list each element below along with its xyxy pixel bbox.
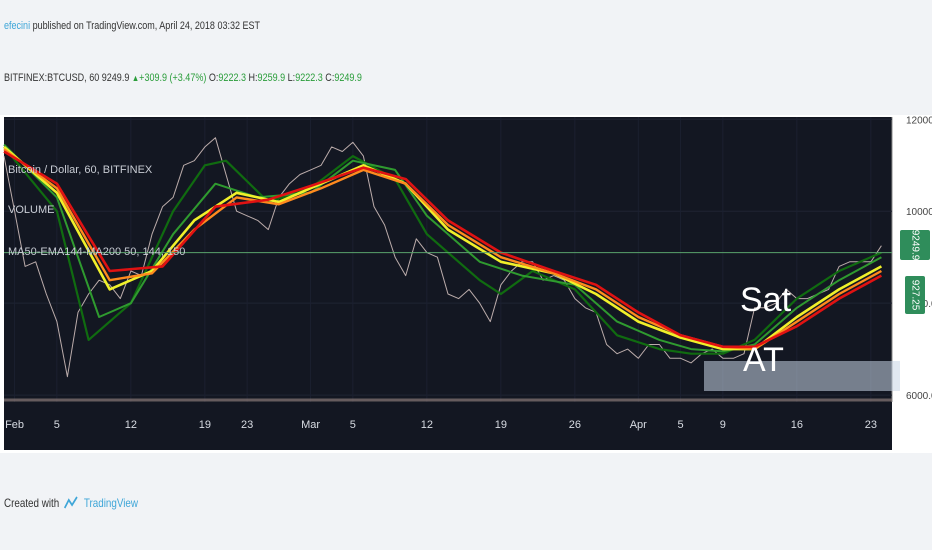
- ma-price-badge: 927.25: [905, 276, 925, 314]
- x-tick-label: Feb: [5, 419, 24, 431]
- last-price: 9249.9: [101, 72, 130, 84]
- x-axis-ticks: Feb 5 12 19 23 Mar 5 12 19 26 Apr 5 9 16 23: [5, 419, 877, 431]
- last-price-badge: 9249.9: [900, 230, 930, 261]
- annotation-sat: Sat: [740, 281, 792, 319]
- ticker-symbol: BITFINEX:BTCUSD, 60: [4, 72, 100, 84]
- created-with-text: Created with: [4, 496, 60, 510]
- legend-volume: VOLUME: [8, 204, 54, 216]
- series-line-1: [3, 146, 882, 355]
- x-tick-label: 23: [865, 419, 877, 431]
- x-tick-label: Mar: [301, 419, 320, 431]
- x-tick-label: Apr: [630, 419, 647, 431]
- footer: Created with TradingView: [4, 496, 138, 510]
- legend-series: Bitcoin / Dollar, 60, BITFINEX: [8, 164, 153, 176]
- x-tick-label: 16: [791, 419, 803, 431]
- series-line-5: [3, 150, 883, 349]
- y-tick-label: 6000.0: [906, 391, 932, 402]
- y-tick-label: 10000.0: [906, 207, 932, 218]
- x-tick-label: 9: [720, 419, 726, 431]
- highlight-zone: [704, 361, 900, 391]
- series-line-4: [3, 148, 882, 351]
- close-label: C:: [325, 72, 335, 84]
- open-value: 9222.3: [218, 72, 247, 84]
- high-label: H:: [248, 72, 258, 84]
- time-axis-background: [4, 402, 892, 450]
- x-tick-label: 5: [678, 419, 684, 431]
- x-tick-label: 23: [241, 419, 253, 431]
- x-tick-label: 5: [350, 419, 356, 431]
- ma-price-badge-bg: [905, 276, 925, 314]
- low-label: L:: [287, 72, 296, 84]
- series-line-0: [3, 137, 882, 378]
- up-arrow-icon: ▲: [131, 73, 140, 83]
- x-tick-label: 26: [569, 419, 581, 431]
- last-price-badge-text: 9249.9: [909, 230, 920, 261]
- close-value: 9249.9: [334, 72, 362, 84]
- x-tick-label: 5: [54, 419, 60, 431]
- x-tick-label: 19: [495, 419, 507, 431]
- legend-ma: MA50-EMA144-MA200 50, 144, 150: [8, 246, 185, 258]
- tradingview-brand[interactable]: TradingView: [83, 496, 139, 510]
- price-change: +309.9 (+3.47%): [139, 72, 207, 84]
- tradingview-logo-icon: [64, 496, 78, 509]
- ma-price-badge-text: 927.25: [909, 280, 920, 311]
- x-tick-label: 12: [125, 419, 137, 431]
- series-lines: [3, 137, 883, 378]
- open-label: O:: [208, 72, 219, 84]
- publish-info: efecini published on TradingView.com, Ap…: [4, 20, 260, 32]
- high-value: 9259.9: [257, 72, 286, 84]
- x-tick-label: 12: [421, 419, 433, 431]
- chart-panel[interactable]: Sat AT Bitcoin / Dollar, 60, BITFINEX VO…: [0, 115, 932, 453]
- low-value: 9222.3: [295, 72, 323, 84]
- y-tick-label: 12000.0: [906, 115, 932, 126]
- price-chart[interactable]: Sat AT Bitcoin / Dollar, 60, BITFINEX VO…: [0, 115, 932, 453]
- x-tick-label: 19: [199, 419, 211, 431]
- last-price-badge-bg: [900, 230, 930, 260]
- ticker-line: BITFINEX:BTCUSD, 60 9249.9 ▲+309.9 (+3.4…: [4, 72, 362, 84]
- annotation-at: AT: [743, 341, 784, 379]
- publish-text: published on TradingView.com, April 24, …: [32, 20, 261, 32]
- author-link[interactable]: efecini: [4, 20, 31, 32]
